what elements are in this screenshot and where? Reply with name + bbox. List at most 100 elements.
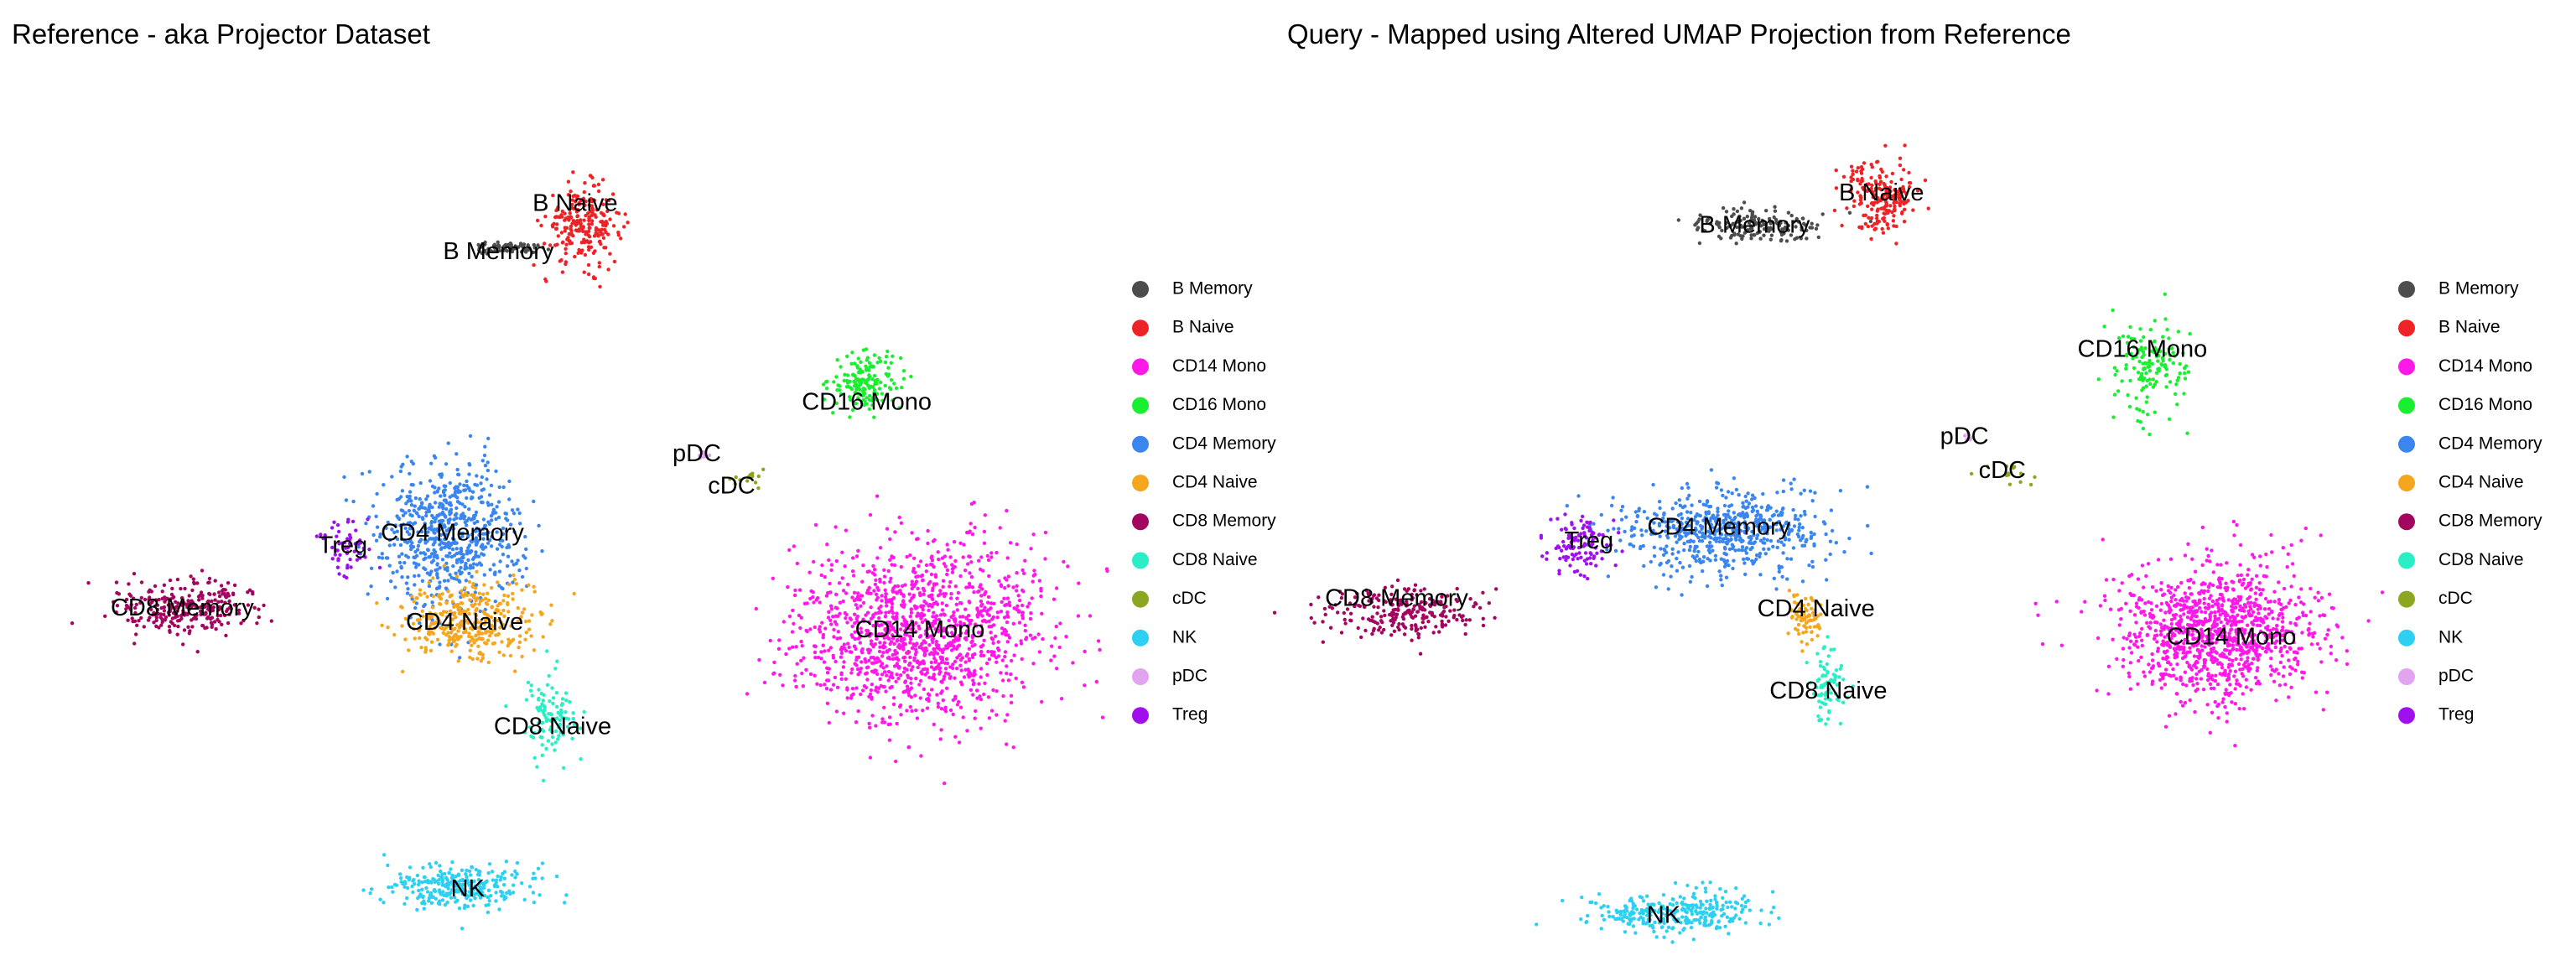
data-point	[433, 491, 437, 495]
data-point	[460, 559, 465, 564]
data-point	[199, 612, 203, 616]
data-point	[771, 671, 776, 675]
data-point	[458, 656, 462, 660]
data-point	[991, 688, 995, 693]
data-point	[903, 659, 907, 663]
data-point	[884, 393, 889, 397]
data-point	[2154, 380, 2158, 384]
data-point	[1628, 542, 1633, 547]
data-point	[257, 615, 261, 620]
data-point	[251, 592, 255, 596]
data-point	[889, 361, 894, 365]
data-point	[909, 686, 914, 690]
data-point	[932, 564, 936, 569]
data-point	[623, 212, 627, 216]
data-point	[464, 579, 469, 583]
data-point	[471, 562, 476, 566]
data-point	[489, 483, 494, 488]
data-point	[1592, 556, 1596, 560]
data-point	[413, 574, 417, 579]
data-point	[507, 479, 512, 484]
data-point	[1879, 206, 1883, 210]
data-point	[1031, 636, 1035, 641]
data-point	[413, 565, 418, 569]
data-point	[1777, 569, 1781, 574]
data-point	[882, 574, 887, 579]
data-point	[423, 527, 428, 531]
data-point	[601, 202, 605, 206]
data-point	[787, 647, 792, 651]
data-point	[586, 245, 591, 249]
data-point	[2144, 384, 2148, 388]
data-point	[551, 193, 555, 198]
data-point	[1730, 491, 1734, 496]
data-point	[380, 552, 384, 556]
data-point	[480, 459, 485, 463]
data-point	[408, 865, 413, 870]
data-point	[132, 641, 137, 646]
data-point	[348, 558, 352, 562]
data-point	[1037, 579, 1042, 583]
data-point	[1799, 514, 1803, 518]
data-point	[470, 565, 475, 570]
data-point	[342, 475, 346, 480]
cluster-label: cDC	[708, 473, 755, 500]
data-point	[473, 586, 478, 590]
data-point	[815, 595, 820, 600]
data-point	[1561, 555, 1566, 559]
data-point	[1799, 491, 1803, 496]
data-point	[377, 565, 382, 570]
data-point	[408, 615, 413, 620]
data-point	[852, 384, 857, 388]
data-point	[418, 636, 422, 641]
data-point	[2112, 366, 2117, 370]
data-point	[998, 526, 1002, 530]
data-point	[411, 545, 416, 549]
data-point	[909, 681, 913, 685]
data-point	[851, 574, 856, 578]
data-point	[847, 395, 852, 399]
data-point	[834, 709, 839, 714]
data-point	[747, 474, 751, 479]
data-point	[989, 650, 994, 654]
data-point	[1585, 520, 1589, 524]
data-point	[450, 860, 454, 865]
cluster-points-cd16-mono	[821, 347, 913, 419]
data-point	[405, 495, 409, 499]
data-point	[337, 572, 341, 576]
data-point	[884, 604, 889, 608]
data-point	[953, 676, 957, 680]
data-point	[451, 523, 455, 527]
data-point	[452, 517, 456, 522]
data-point	[1683, 504, 1687, 508]
data-point	[1875, 216, 1879, 221]
data-point	[856, 673, 860, 677]
cluster-label: CD8 Memory	[111, 595, 254, 621]
data-point	[447, 870, 452, 875]
data-point	[846, 582, 850, 587]
data-point	[1734, 242, 1738, 246]
data-point	[551, 696, 556, 700]
data-point	[423, 541, 428, 545]
data-point	[907, 592, 911, 596]
reference-panel-title: Reference - aka Projector Dataset	[12, 18, 430, 49]
data-point	[515, 872, 519, 876]
data-point	[560, 697, 565, 701]
data-point	[523, 620, 528, 624]
data-point	[1029, 611, 1033, 615]
data-point	[1720, 583, 1724, 588]
data-point	[929, 660, 934, 665]
data-point	[969, 501, 974, 506]
data-point	[1743, 494, 1748, 499]
data-point	[1011, 585, 1015, 589]
data-point	[842, 711, 846, 715]
data-point	[438, 584, 442, 589]
data-point	[518, 522, 522, 526]
data-point	[1713, 553, 1718, 558]
data-point	[414, 596, 418, 600]
data-point	[1011, 621, 1016, 626]
data-point	[1009, 700, 1014, 705]
cluster-points-cdc	[728, 467, 766, 491]
data-point	[1890, 171, 1895, 176]
data-point	[745, 692, 750, 696]
